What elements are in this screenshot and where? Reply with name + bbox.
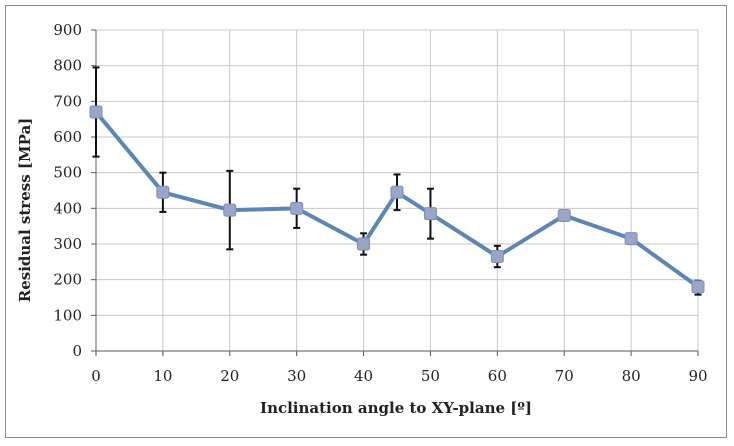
data-point	[223, 203, 237, 217]
x-tick-label: 80	[622, 367, 641, 385]
x-tick-label: 90	[688, 367, 707, 385]
x-tick-labels: 0 10 20 30 40 50 60 70 80 90	[91, 367, 707, 385]
x-tick-label: 40	[354, 367, 373, 385]
y-tick-label: 900	[53, 21, 82, 39]
y-tick-label: 200	[53, 271, 82, 289]
y-tick-label: 100	[53, 306, 82, 324]
data-point	[156, 185, 170, 199]
y-tick-label: 0	[72, 342, 82, 360]
data-point	[290, 201, 304, 215]
data-point	[624, 232, 638, 246]
x-tick-label: 10	[153, 367, 172, 385]
y-tick-label: 500	[53, 164, 82, 182]
data-point	[691, 280, 705, 294]
x-tick-label: 50	[421, 367, 440, 385]
y-axis-title: Residual stress [MPa]	[16, 118, 34, 303]
data-point	[490, 249, 504, 263]
data-point	[357, 237, 371, 251]
y-tick-label: 800	[53, 57, 82, 75]
data-point	[390, 185, 404, 199]
y-tick-label: 600	[53, 128, 82, 146]
axes	[91, 29, 699, 356]
x-tick-label: 70	[555, 367, 574, 385]
x-tick-label: 60	[488, 367, 507, 385]
y-tick-label: 400	[53, 199, 82, 217]
chart-frame	[5, 5, 727, 438]
data-points	[89, 105, 705, 294]
x-tick-label: 30	[287, 367, 306, 385]
data-point	[423, 207, 437, 221]
y-tick-labels: 0 100 200 300 400 500 600 700 800 900	[53, 21, 82, 360]
x-tick-label: 20	[220, 367, 239, 385]
y-tick-label: 700	[53, 92, 82, 110]
data-point	[89, 105, 103, 119]
y-tick-label: 300	[53, 235, 82, 253]
x-axis-title: Inclination angle to XY-plane [º]	[260, 399, 532, 417]
data-point	[557, 208, 571, 222]
x-tick-label: 0	[91, 367, 101, 385]
